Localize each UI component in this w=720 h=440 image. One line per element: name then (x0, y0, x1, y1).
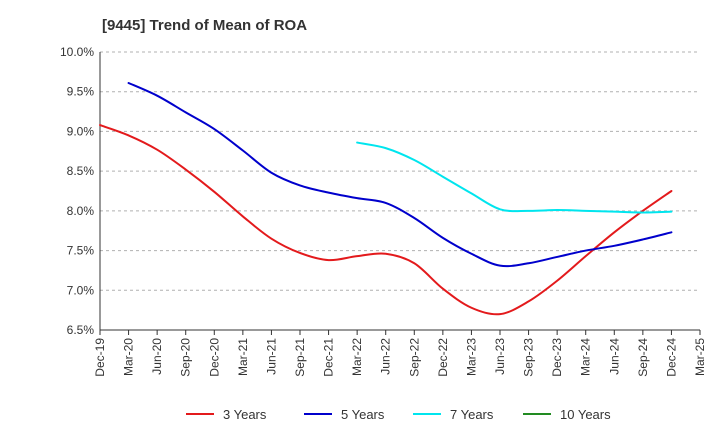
x-tick-label: Dec-20 (207, 338, 221, 377)
x-tick-label: Mar-24 (579, 338, 593, 376)
y-tick-label: 7.5% (67, 244, 95, 258)
x-tick-label: Dec-19 (93, 338, 107, 377)
y-tick-label: 8.5% (67, 164, 95, 178)
x-axis: Dec-19 Mar-20 Jun-20 Sep-20 Dec-20 Mar-21 Jun-… (93, 329, 707, 377)
series-line-5-years (127, 81, 673, 268)
y-tick-label: 9.5% (67, 85, 95, 99)
x-tick-label: Dec-24 (664, 338, 678, 377)
legend: 3 Years 5 Years 7 Years 10 Years (186, 407, 611, 422)
y-tick-label: 9.0% (67, 124, 95, 138)
series-line-7-years (356, 141, 673, 214)
x-tick-label: Jun-21 (264, 338, 278, 375)
x-tick-label: Jun-22 (379, 338, 393, 375)
x-tick-label: Sep-21 (293, 338, 307, 377)
series-lines (99, 81, 673, 316)
legend-label: 3 Years (223, 407, 267, 422)
x-tick-label: Sep-24 (636, 338, 650, 377)
x-tick-label: Jun-20 (150, 338, 164, 375)
x-tick-label: Sep-23 (522, 338, 536, 377)
chart-title: [9445] Trend of Mean of ROA (102, 17, 307, 34)
grid-lines (100, 51, 700, 331)
y-tick-label: 7.0% (67, 283, 95, 297)
x-tick-label: Mar-25 (693, 338, 707, 376)
x-tick-label: Mar-22 (350, 338, 364, 376)
x-tick-label: Mar-23 (464, 338, 478, 376)
x-tick-label: Sep-20 (179, 338, 193, 377)
legend-label: 5 Years (341, 407, 385, 422)
y-tick-label: 8.0% (67, 204, 95, 218)
legend-label: 10 Years (560, 407, 611, 422)
y-tick-label: 6.5% (67, 323, 95, 337)
x-tick-label: Jun-23 (493, 338, 507, 375)
y-tick-label: 10.0% (60, 45, 94, 59)
series-line-3-years (99, 124, 673, 316)
x-tick-label: Mar-21 (236, 338, 250, 376)
legend-label: 7 Years (450, 407, 494, 422)
y-axis: 10.0% 9.5% 9.0% 8.5% 8.0% 7.5% 7.0% 6.5% (60, 45, 101, 337)
x-tick-label: Sep-22 (407, 338, 421, 377)
x-tick-label: Mar-20 (122, 338, 136, 376)
x-tick-label: Dec-21 (322, 338, 336, 377)
x-tick-label: Dec-22 (436, 338, 450, 377)
x-tick-label: Dec-23 (550, 338, 564, 377)
x-tick-label: Jun-24 (607, 338, 621, 375)
